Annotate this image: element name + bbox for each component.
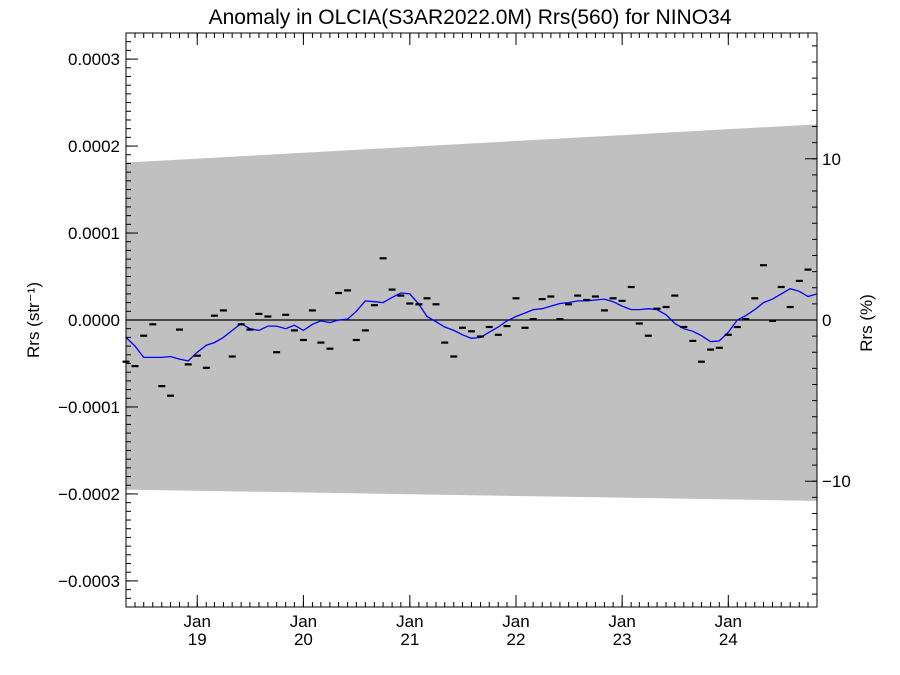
chart-title: Anomaly in OLCIA(S3AR2022.0M) Rrs(560) f… bbox=[209, 6, 732, 29]
x-tick-month: Jan bbox=[608, 612, 635, 631]
y-tick-label: 0.0003 bbox=[68, 50, 120, 69]
x-tick-year: 19 bbox=[188, 630, 207, 649]
right-axis: 10 0 −10 bbox=[805, 45, 851, 595]
x-tick-year: 23 bbox=[613, 630, 632, 649]
x-tick-year: 21 bbox=[400, 630, 419, 649]
x-tick-month: Jan bbox=[396, 612, 423, 631]
x-tick-month: Jan bbox=[290, 612, 317, 631]
y-tick-label: −0.0002 bbox=[58, 485, 120, 504]
y-right-tick-label: −10 bbox=[822, 472, 851, 491]
x-tick-month: Jan bbox=[184, 612, 211, 631]
uncertainty-band bbox=[126, 124, 817, 501]
y-axis-label-left: Rrs (str⁻¹) bbox=[24, 282, 43, 358]
uncertainty-band-layer bbox=[126, 124, 817, 501]
left-axis: 0.0003 0.0002 0.0001 0.0000 −0.0001 −0.0002 −0… bbox=[58, 41, 138, 608]
x-tick-month: Jan bbox=[715, 612, 742, 631]
y-tick-label: 0.0000 bbox=[68, 311, 120, 330]
x-tick-year: 24 bbox=[719, 630, 738, 649]
y-tick-label: −0.0001 bbox=[58, 398, 120, 417]
y-right-tick-label: 10 bbox=[822, 150, 841, 169]
y-right-tick-label: 0 bbox=[822, 311, 831, 330]
y-tick-label: −0.0003 bbox=[58, 572, 120, 591]
y-axis-label-right: Rrs (%) bbox=[857, 294, 876, 352]
y-tick-label: 0.0001 bbox=[68, 224, 120, 243]
x-tick-year: 20 bbox=[294, 630, 313, 649]
x-tick-year: 22 bbox=[507, 630, 526, 649]
x-tick-month: Jan bbox=[502, 612, 529, 631]
monthly-points-layer bbox=[122, 257, 812, 397]
y-tick-label: 0.0002 bbox=[68, 137, 120, 156]
